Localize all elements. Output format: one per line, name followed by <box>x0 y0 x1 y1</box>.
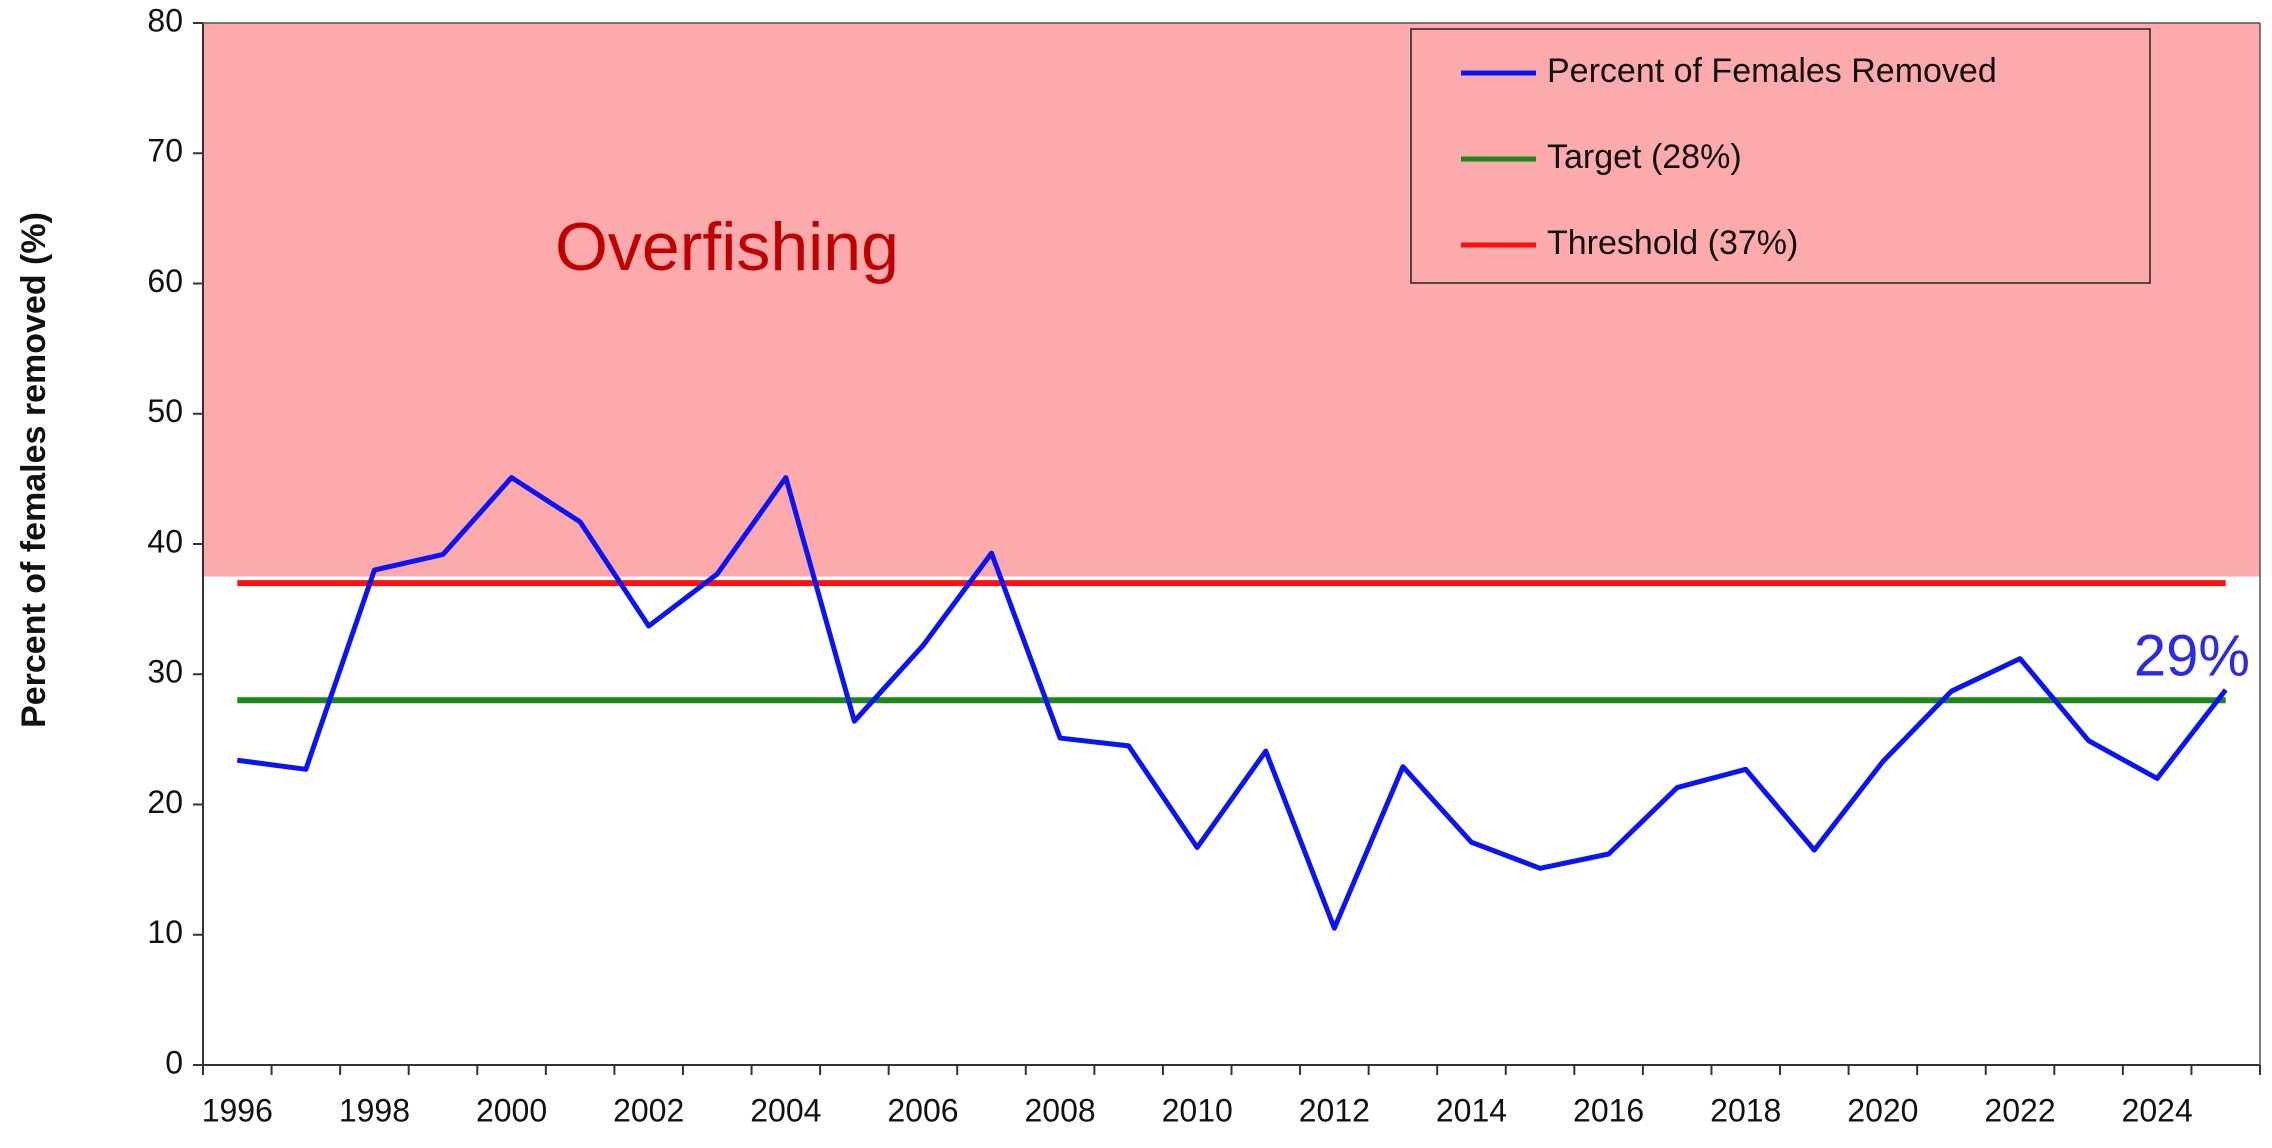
x-tick-label: 2022 <box>1984 1092 2055 1128</box>
y-tick-label: 80 <box>147 2 183 38</box>
y-axis-label: Percent of females removed (%) <box>15 212 53 728</box>
y-tick-label: 40 <box>147 523 183 559</box>
end-annotation: 29% <box>2134 623 2250 688</box>
x-tick-label: 2014 <box>1436 1092 1507 1128</box>
x-tick-label: 2012 <box>1299 1092 1370 1128</box>
x-tick-label: 2010 <box>1162 1092 1233 1128</box>
y-tick-label: 30 <box>147 654 183 690</box>
x-tick-label: 1996 <box>202 1092 273 1128</box>
y-tick-label: 20 <box>147 784 183 820</box>
x-tick-label: 1998 <box>339 1092 410 1128</box>
y-tick-label: 10 <box>147 914 183 950</box>
legend-box <box>1410 28 2151 284</box>
series-line <box>236 475 2228 931</box>
y-tick-label: 0 <box>165 1044 183 1080</box>
y-tick-label: 70 <box>147 133 183 169</box>
x-tick-label: 2002 <box>613 1092 684 1128</box>
legend-label: Threshold (37%) <box>1547 224 1798 262</box>
legend-label: Percent of Females Removed <box>1547 52 1997 90</box>
x-tick-label: 2024 <box>2122 1092 2193 1128</box>
overfishing-region <box>203 23 2260 577</box>
x-tick-label: 2004 <box>750 1092 821 1128</box>
region-label: Overfishing <box>555 209 899 285</box>
x-tick-label: 2000 <box>476 1092 547 1128</box>
x-tick-label: 2020 <box>1847 1092 1918 1128</box>
x-tick-label: 2018 <box>1710 1092 1781 1128</box>
y-tick-label: 50 <box>147 393 183 429</box>
x-tick-label: 2006 <box>887 1092 958 1128</box>
x-tick-label: 2016 <box>1573 1092 1644 1128</box>
legend-label: Target (28%) <box>1547 138 1742 176</box>
y-tick-label: 60 <box>147 263 183 299</box>
x-tick-label: 2008 <box>1024 1092 1095 1128</box>
